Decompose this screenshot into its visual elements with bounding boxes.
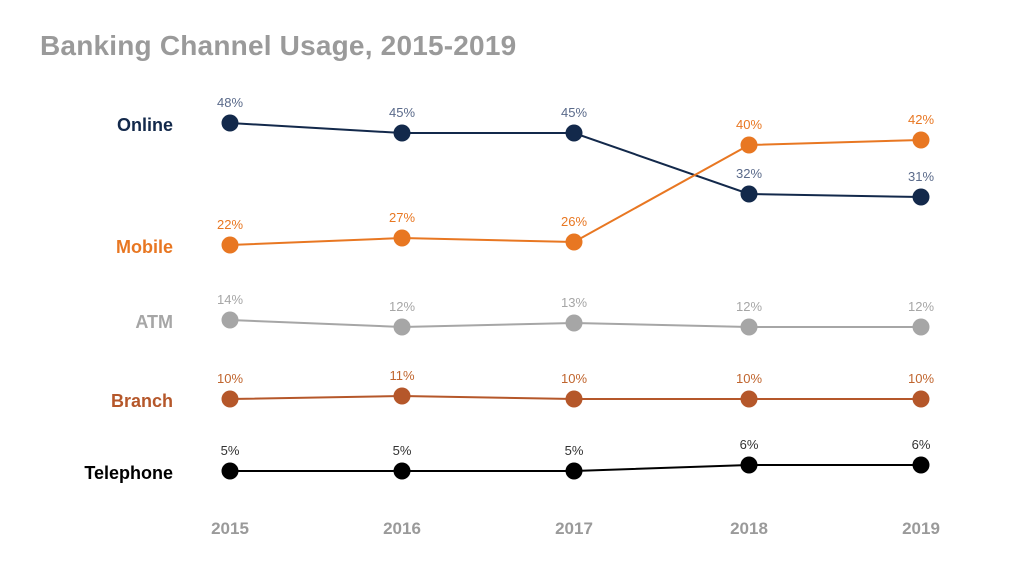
series-label-mobile: Mobile: [116, 237, 173, 257]
data-point-online-2015: [221, 114, 239, 132]
data-label-online-2018: 32%: [736, 166, 762, 181]
data-label-mobile-2017: 26%: [561, 214, 587, 229]
data-label-mobile-2018: 40%: [736, 117, 762, 132]
data-label-telephone-2017: 5%: [565, 443, 584, 458]
data-label-branch-2018: 10%: [736, 371, 762, 386]
data-label-telephone-2018: 6%: [740, 437, 759, 452]
series-label-online: Online: [117, 115, 173, 135]
data-label-branch-2019: 10%: [908, 371, 934, 386]
data-point-mobile-2018: [740, 136, 758, 154]
data-label-atm-2016: 12%: [389, 299, 415, 314]
data-point-online-2017: [565, 124, 583, 142]
data-label-atm-2017: 13%: [561, 295, 587, 310]
data-label-telephone-2015: 5%: [221, 443, 240, 458]
data-point-online-2016: [393, 124, 411, 142]
series-label-telephone: Telephone: [84, 463, 173, 483]
data-point-telephone-2019: [912, 456, 930, 474]
data-label-atm-2019: 12%: [908, 299, 934, 314]
data-label-online-2017: 45%: [561, 105, 587, 120]
data-point-telephone-2018: [740, 456, 758, 474]
data-point-atm-2017: [565, 314, 583, 332]
data-point-branch-2016: [393, 387, 411, 405]
data-point-branch-2017: [565, 390, 583, 408]
data-point-branch-2019: [912, 390, 930, 408]
data-label-telephone-2019: 6%: [912, 437, 931, 452]
data-label-online-2019: 31%: [908, 169, 934, 184]
data-point-online-2019: [912, 188, 930, 206]
data-point-telephone-2015: [221, 462, 239, 480]
x-tick-label-2019: 2019: [902, 519, 940, 538]
data-label-atm-2018: 12%: [736, 299, 762, 314]
data-point-telephone-2017: [565, 462, 583, 480]
data-point-online-2018: [740, 185, 758, 203]
data-point-mobile-2017: [565, 233, 583, 251]
series-line-mobile: [229, 139, 922, 246]
data-label-atm-2015: 14%: [217, 292, 243, 307]
data-point-atm-2018: [740, 318, 758, 336]
data-point-mobile-2015: [221, 236, 239, 254]
data-point-mobile-2019: [912, 131, 930, 149]
data-point-atm-2019: [912, 318, 930, 336]
x-tick-label-2016: 2016: [383, 519, 421, 538]
x-tick-label-2017: 2017: [555, 519, 593, 538]
data-point-branch-2018: [740, 390, 758, 408]
data-label-branch-2017: 10%: [561, 371, 587, 386]
data-label-branch-2016: 11%: [389, 368, 414, 383]
data-label-online-2015: 48%: [217, 95, 243, 110]
data-point-atm-2015: [221, 311, 239, 329]
data-label-mobile-2015: 22%: [217, 217, 243, 232]
data-point-atm-2016: [393, 318, 411, 336]
x-tick-label-2018: 2018: [730, 519, 768, 538]
series-label-branch: Branch: [111, 391, 173, 411]
data-point-mobile-2016: [393, 229, 411, 247]
chart-title: Banking Channel Usage, 2015-2019: [40, 30, 517, 61]
data-point-branch-2015: [221, 390, 239, 408]
data-label-mobile-2019: 42%: [908, 112, 934, 127]
x-tick-label-2015: 2015: [211, 519, 249, 538]
data-label-telephone-2016: 5%: [393, 443, 412, 458]
data-label-online-2016: 45%: [389, 105, 415, 120]
data-point-telephone-2016: [393, 462, 411, 480]
data-label-mobile-2016: 27%: [389, 210, 415, 225]
data-label-branch-2015: 10%: [217, 371, 243, 386]
series-label-atm: ATM: [135, 312, 173, 332]
